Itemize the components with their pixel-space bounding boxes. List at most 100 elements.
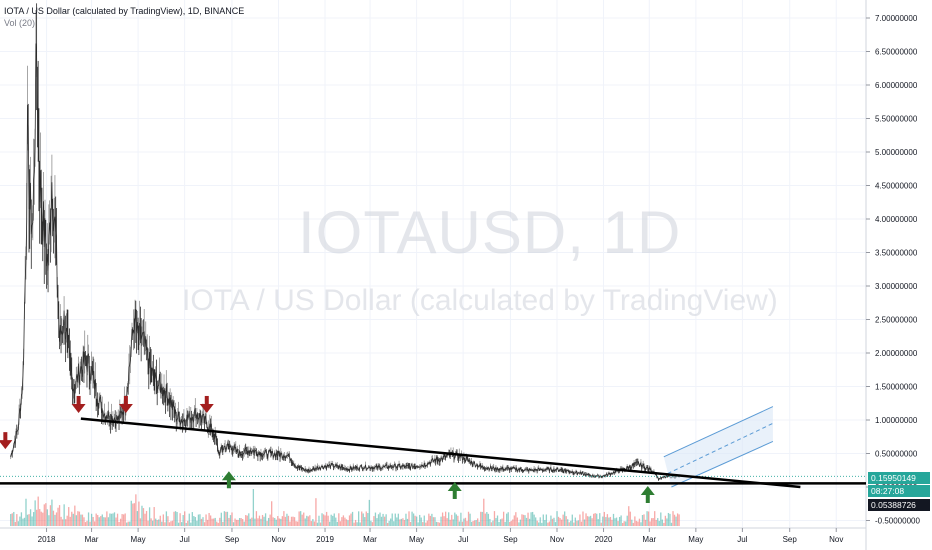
- volume-bar: [628, 506, 630, 526]
- volume-bar: [92, 517, 94, 526]
- x-tick-label: Sep: [225, 535, 240, 544]
- volume-bar: [141, 505, 143, 526]
- volume-bar: [539, 517, 541, 526]
- volume-bar: [383, 516, 386, 526]
- volume-bar: [502, 511, 505, 526]
- volume-bar: [602, 516, 604, 526]
- volume-bar: [544, 520, 546, 526]
- volume-bar: [289, 521, 291, 526]
- volume-bar: [121, 514, 123, 526]
- volume-bar: [100, 516, 102, 526]
- volume-bar: [330, 514, 332, 526]
- volume-bar: [174, 511, 177, 526]
- volume-bar: [220, 512, 222, 526]
- volume-bar: [577, 520, 580, 526]
- volume-bar: [617, 521, 619, 526]
- volume-bar: [480, 511, 482, 526]
- volume-bar: [419, 514, 421, 526]
- volume-bar: [451, 514, 453, 526]
- volume-bar: [303, 512, 305, 526]
- volume-bar: [277, 516, 279, 526]
- volume-bar: [564, 511, 566, 526]
- volume-bar: [354, 519, 357, 526]
- volume-bar: [226, 511, 229, 526]
- volume-bar: [135, 494, 137, 526]
- volume-bar: [72, 513, 74, 526]
- volume-bar: [423, 515, 425, 526]
- volume-bar: [377, 514, 380, 526]
- volume-bar: [614, 518, 616, 526]
- volume-bar: [168, 522, 171, 526]
- volume-bar: [66, 515, 68, 526]
- volume-bar: [36, 509, 38, 526]
- volume-bar: [652, 518, 654, 526]
- volume-bar: [333, 513, 335, 526]
- volume-bar: [481, 511, 483, 526]
- volume-bar: [626, 515, 628, 526]
- price-axis: 7.00000000 6.50000000 6.00000000 5.50000000…: [865, 0, 920, 550]
- sell-arrow-icon-head: [118, 403, 133, 413]
- volume-bar: [536, 520, 538, 526]
- volume-bar: [133, 503, 135, 526]
- volume-bar: [139, 518, 142, 526]
- volume-bar: [528, 518, 531, 526]
- volume-bar: [318, 515, 320, 526]
- volume-bar: [20, 512, 23, 526]
- volume-bar: [535, 517, 537, 526]
- volume-bar: [209, 515, 212, 526]
- volume-bar: [229, 515, 232, 526]
- volume-bar: [408, 511, 410, 526]
- volume-bar: [403, 519, 406, 526]
- volume-bar: [678, 514, 680, 526]
- volume-bar: [216, 521, 218, 526]
- volume-bar: [380, 516, 383, 526]
- volume-bar: [248, 513, 250, 526]
- volume-bar: [512, 519, 514, 526]
- volume-bar: [350, 513, 352, 526]
- volume-bar: [525, 517, 528, 526]
- volume-bar: [620, 515, 622, 526]
- volume-bar: [405, 513, 407, 526]
- buy-arrow-icon-head: [221, 471, 236, 481]
- volume-bar: [25, 498, 27, 526]
- volume-bar: [162, 514, 164, 526]
- watermark-symbol: IOTAUSD, 1D: [298, 199, 682, 266]
- volume-bar: [142, 508, 145, 526]
- volume-bar: [367, 513, 369, 526]
- volume-bar: [586, 516, 589, 526]
- volume-bar: [417, 522, 419, 526]
- volume-bar: [637, 521, 639, 526]
- volume-bar: [17, 521, 20, 526]
- volume-bar: [147, 520, 149, 526]
- volume-bar: [97, 515, 99, 526]
- volume-bar: [390, 518, 392, 526]
- volume-bar: [611, 519, 613, 526]
- volume-bar: [257, 518, 259, 526]
- volume-bar: [213, 518, 215, 526]
- volume-bar: [80, 514, 82, 526]
- volume-bar: [197, 514, 200, 526]
- volume-bar: [458, 521, 461, 526]
- volume-bar: [243, 521, 245, 526]
- volume-bar: [132, 503, 134, 526]
- volume-bar: [324, 515, 326, 526]
- volume-bar: [199, 514, 201, 526]
- volume-bar: [286, 513, 288, 526]
- sell-arrow-icon: [199, 395, 214, 413]
- volume-bar: [570, 520, 572, 526]
- volume-bar: [562, 514, 564, 526]
- volume-bar: [504, 521, 506, 526]
- volume-bar: [396, 517, 398, 526]
- volume-bar: [48, 515, 50, 526]
- volume-bar: [464, 517, 467, 526]
- volume-bar: [164, 522, 166, 526]
- volume-bar: [260, 518, 262, 526]
- y-tick-label: 2.50000000: [875, 316, 918, 325]
- volume-bar: [516, 517, 519, 526]
- volume-bar: [344, 517, 346, 526]
- volume-bar: [519, 519, 522, 526]
- volume-bar: [255, 511, 258, 526]
- volume-bar: [281, 516, 284, 526]
